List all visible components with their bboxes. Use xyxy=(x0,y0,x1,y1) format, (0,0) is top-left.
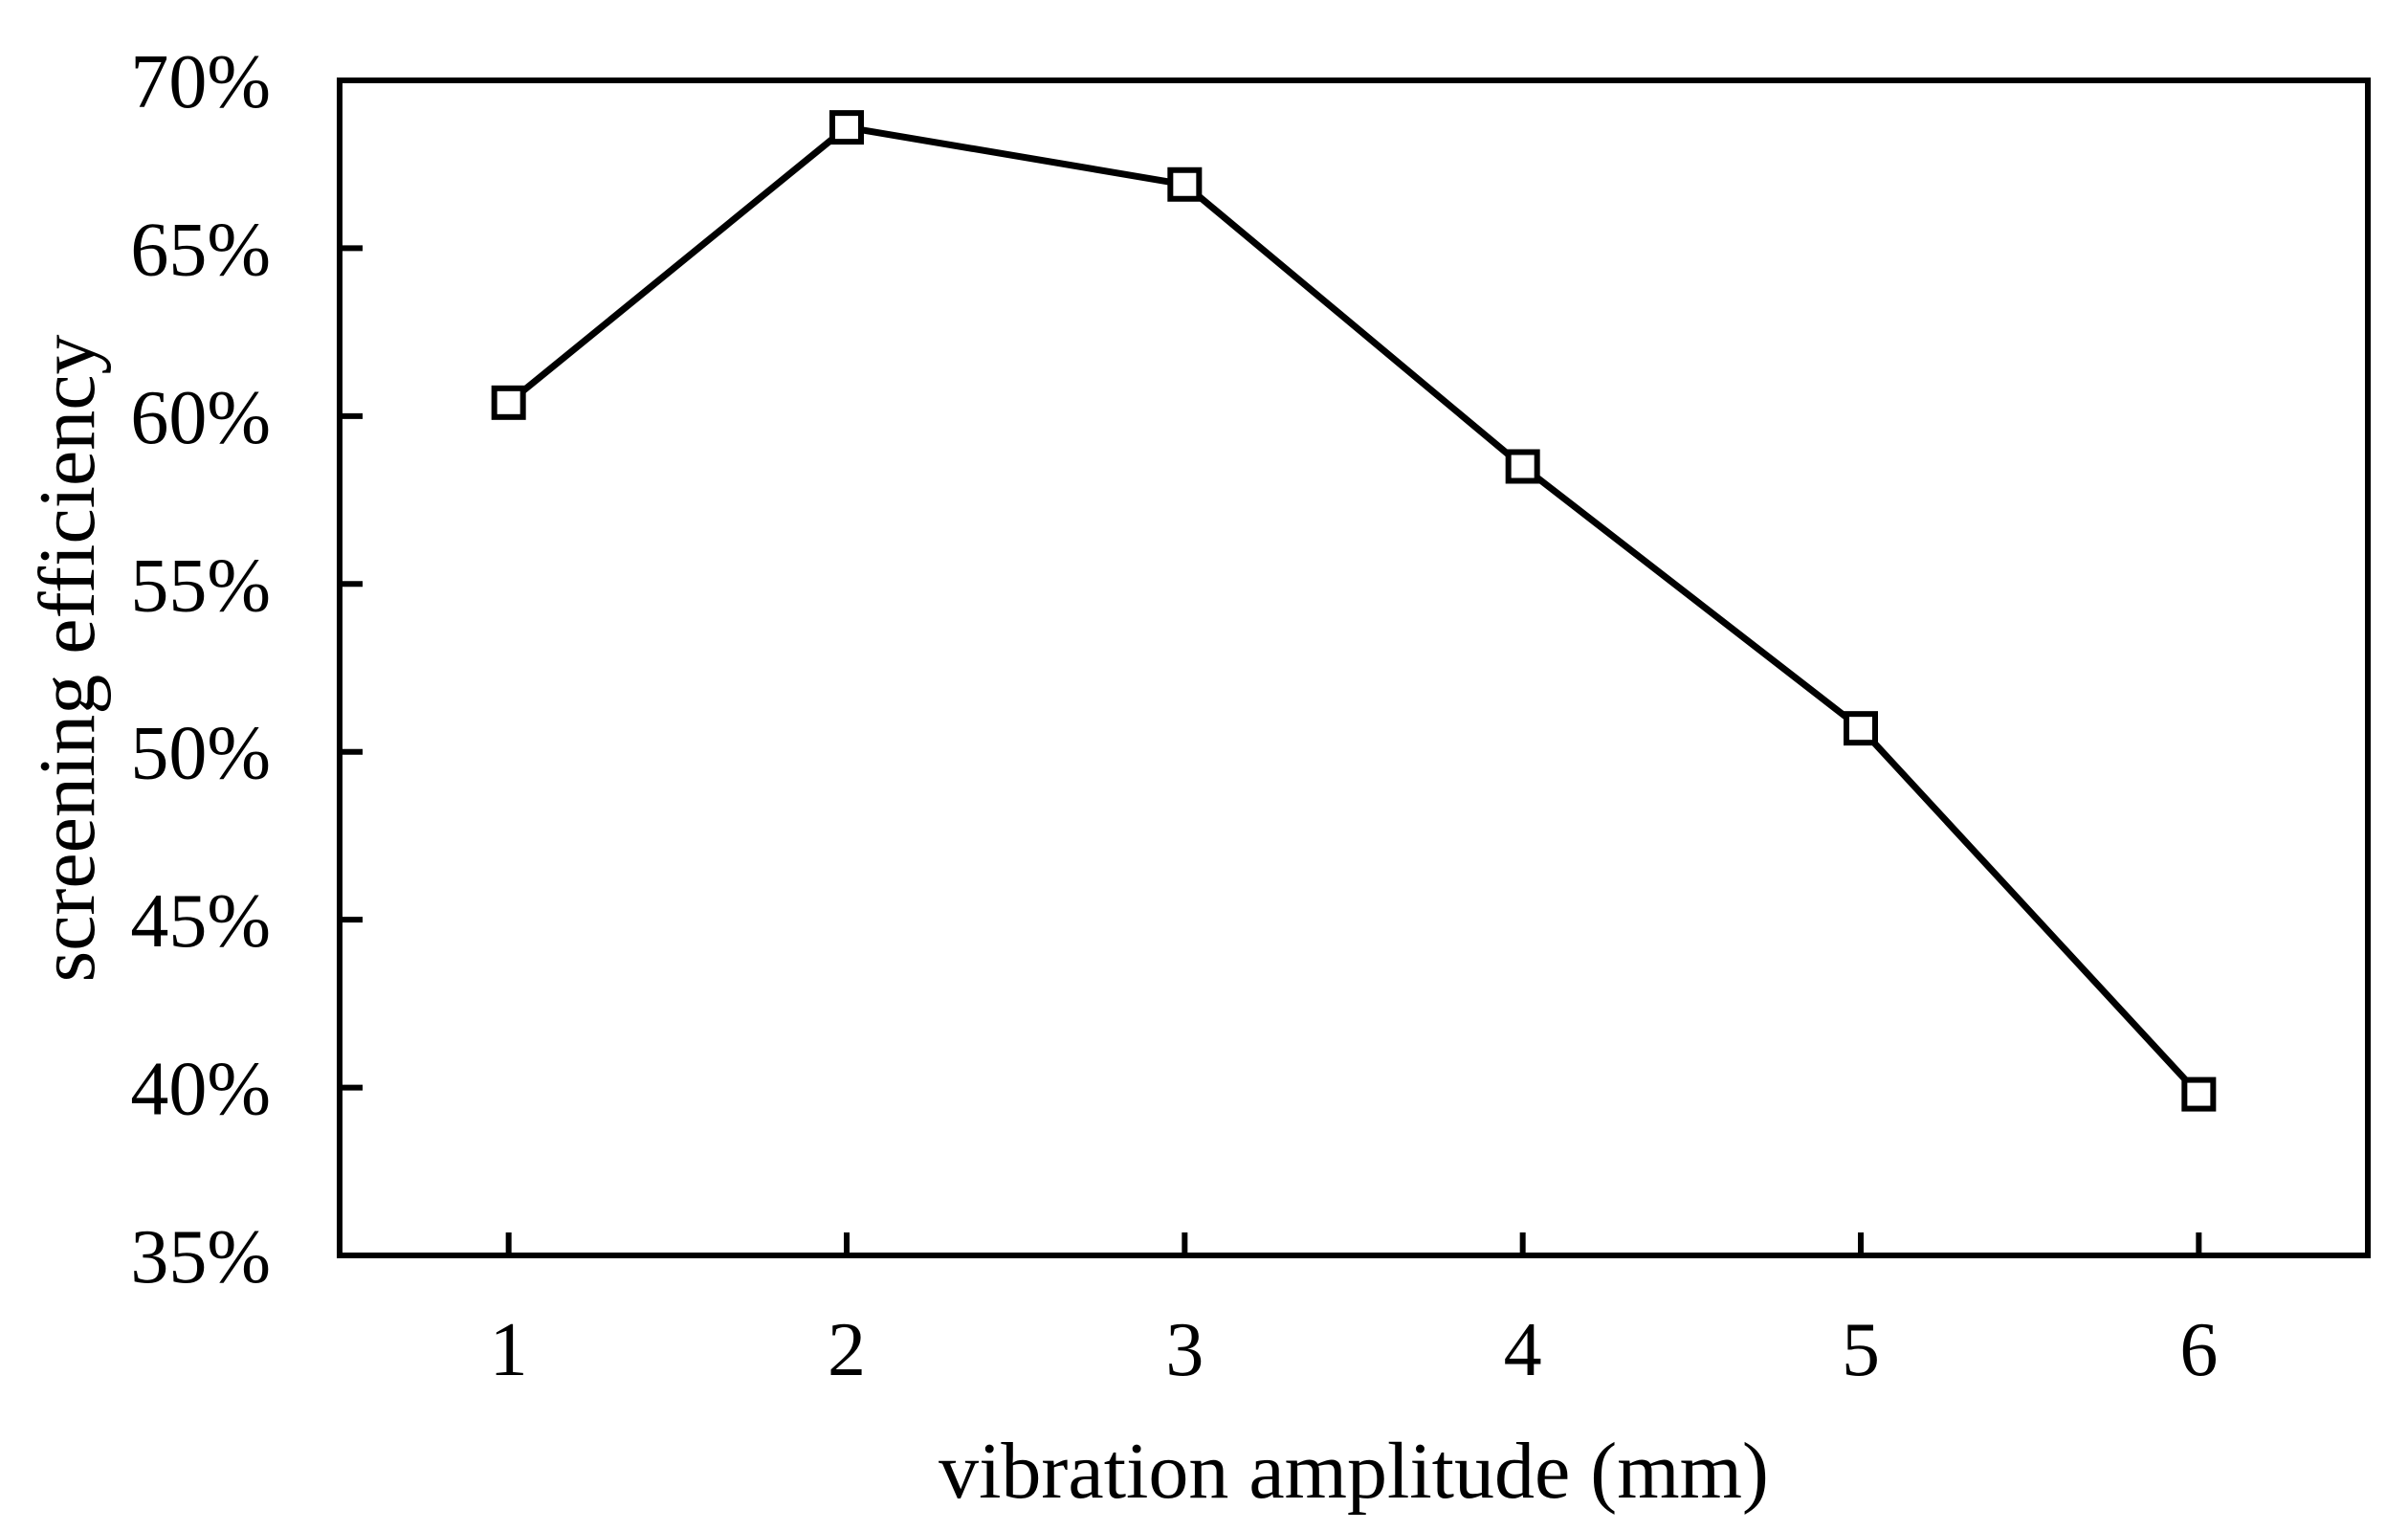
y-tick-label: 50% xyxy=(130,712,271,796)
x-tick-label: 5 xyxy=(1842,1308,1880,1392)
data-point-marker xyxy=(1167,166,1203,202)
x-tick-label: 2 xyxy=(828,1308,866,1392)
y-axis-ticks: 35% 40% 45% 50% 55% 60% 65% 70% xyxy=(130,40,363,1299)
x-tick-label: 6 xyxy=(2179,1308,2218,1392)
plot-area-frame xyxy=(337,78,2371,1258)
x-tick-label: 1 xyxy=(490,1308,528,1392)
data-point-marker xyxy=(2181,1076,2217,1112)
y-tick-label: 65% xyxy=(130,208,271,292)
y-axis-label: screening efficiency xyxy=(23,334,112,982)
y-tick-label: 70% xyxy=(130,40,271,124)
data-point-marker xyxy=(1844,711,1878,746)
y-tick-label: 55% xyxy=(130,544,271,628)
x-axis-label: vibration amplitude (mm) xyxy=(939,1427,1769,1516)
y-tick-label: 35% xyxy=(130,1215,271,1299)
data-point-marker xyxy=(829,110,864,145)
y-tick-label: 45% xyxy=(130,879,271,964)
y-tick-label: 60% xyxy=(130,376,271,460)
y-tick-label: 40% xyxy=(130,1048,271,1132)
series-layer xyxy=(491,110,2217,1112)
x-tick-label: 4 xyxy=(1504,1308,1542,1392)
data-point-marker xyxy=(491,385,526,420)
x-tick-label: 3 xyxy=(1165,1308,1204,1392)
series-line xyxy=(506,123,2201,1097)
data-point-marker xyxy=(1505,449,1540,484)
x-axis-ticks: 1 2 3 4 5 6 xyxy=(490,1232,2218,1392)
